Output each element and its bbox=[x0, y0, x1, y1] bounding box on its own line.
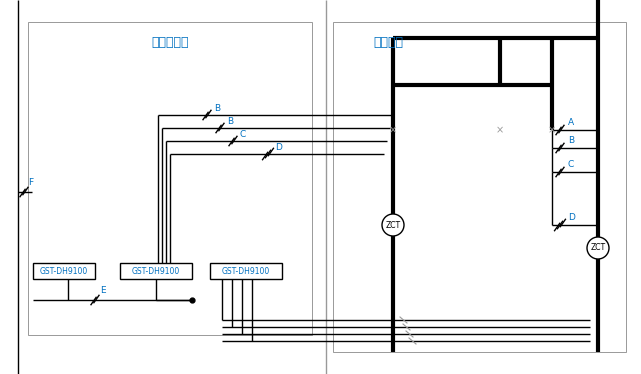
Text: E: E bbox=[100, 286, 106, 295]
Text: D: D bbox=[275, 143, 282, 152]
Text: C: C bbox=[568, 160, 574, 169]
Circle shape bbox=[587, 237, 609, 259]
Text: ×: × bbox=[548, 125, 556, 135]
Bar bbox=[210, 263, 282, 279]
Text: GST-DH9100: GST-DH9100 bbox=[222, 267, 270, 276]
Bar bbox=[33, 263, 95, 279]
Text: D: D bbox=[568, 213, 575, 222]
Bar bbox=[333, 22, 626, 352]
Text: ZCT: ZCT bbox=[590, 243, 606, 252]
Text: ×: × bbox=[389, 125, 397, 135]
Text: ZCT: ZCT bbox=[385, 221, 401, 230]
Text: B: B bbox=[568, 136, 574, 145]
Text: F: F bbox=[28, 178, 33, 187]
Text: 原配电箱: 原配电箱 bbox=[373, 36, 403, 49]
Bar bbox=[28, 22, 312, 335]
Text: GST-DH9100: GST-DH9100 bbox=[132, 267, 180, 276]
Text: 新增配电箱: 新增配电箱 bbox=[151, 36, 188, 49]
Text: B: B bbox=[227, 117, 233, 126]
Text: C: C bbox=[240, 130, 246, 139]
Circle shape bbox=[382, 214, 404, 236]
Text: A: A bbox=[568, 118, 574, 127]
Bar bbox=[120, 263, 192, 279]
Text: B: B bbox=[214, 104, 220, 113]
Text: ×: × bbox=[496, 125, 504, 135]
Text: GST-DH9100: GST-DH9100 bbox=[40, 267, 88, 276]
